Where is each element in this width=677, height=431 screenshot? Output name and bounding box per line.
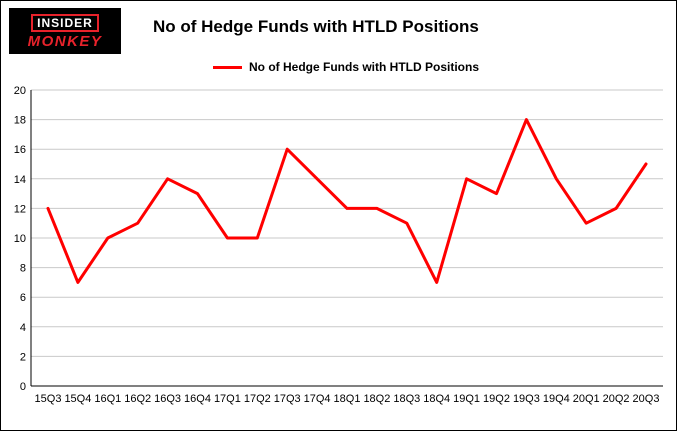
x-tick-label: 19Q4	[543, 393, 570, 405]
chart-series-line	[46, 118, 648, 284]
y-tick-label: 20	[14, 85, 26, 97]
x-tick-label: 16Q1	[94, 393, 121, 405]
x-tick-label: 19Q1	[453, 393, 480, 405]
x-tick-label: 15Q3	[35, 393, 62, 405]
y-tick-label: 10	[14, 233, 26, 245]
y-tick-label: 0	[20, 381, 26, 393]
x-tick-label: 18Q1	[334, 393, 361, 405]
x-tick-label: 18Q3	[393, 393, 420, 405]
logo-line2: MONKEY	[27, 32, 103, 50]
x-tick-label: 15Q4	[64, 393, 91, 405]
legend-label: No of Hedge Funds with HTLD Positions	[249, 60, 479, 74]
x-tick-label: 20Q2	[603, 393, 630, 405]
x-tick-label: 19Q3	[513, 393, 540, 405]
x-tick-label: 17Q4	[304, 393, 331, 405]
y-tick-label: 2	[20, 351, 26, 363]
logo-line1: INSIDER	[31, 13, 99, 32]
x-tick-label: 20Q3	[633, 393, 660, 405]
y-tick-label: 14	[14, 174, 26, 186]
x-tick-label: 17Q2	[244, 393, 271, 405]
y-tick-label: 8	[20, 263, 26, 275]
x-tick-label: 16Q4	[184, 393, 211, 405]
x-tick-label: 18Q2	[363, 393, 390, 405]
legend-line-swatch	[213, 65, 242, 69]
y-tick-label: 16	[14, 144, 26, 156]
x-tick-label: 18Q4	[423, 393, 450, 405]
legend: No of Hedge Funds with HTLD Positions	[213, 60, 479, 74]
x-tick-label: 17Q3	[274, 393, 301, 405]
y-tick-label: 4	[20, 322, 26, 334]
insider-monkey-logo: INSIDER MONKEY	[9, 8, 121, 54]
y-tick-label: 18	[14, 115, 26, 127]
y-tick-label: 6	[20, 292, 26, 304]
x-tick-label: 19Q2	[483, 393, 510, 405]
x-tick-label: 16Q3	[154, 393, 181, 405]
y-tick-label: 12	[14, 203, 26, 215]
x-tick-label: 16Q2	[124, 393, 151, 405]
x-tick-label: 20Q1	[573, 393, 600, 405]
chart-title: No of Hedge Funds with HTLD Positions	[153, 17, 479, 36]
x-tick-label: 17Q1	[214, 393, 241, 405]
